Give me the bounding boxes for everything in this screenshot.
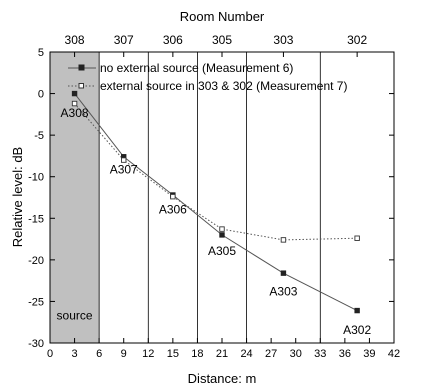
x-tick-label: 33 [314,348,326,360]
x-tick-label: 6 [96,348,102,360]
y-tick-label: -30 [28,338,44,350]
x-tick-label: 12 [142,348,154,360]
y-ticks: 5 0 -5 -10 -15 -20 -25 -30 [28,47,394,350]
room-label: 308 [65,33,85,47]
legend: no external source (Measurement 6) exter… [68,61,347,93]
series-2-point [219,226,225,232]
top-ticks [74,52,358,57]
y-axis-title: Relative level: dB [10,147,25,247]
source-region [50,52,100,343]
series-1-point [280,270,287,276]
y-tick-label: -10 [28,172,44,184]
series-2-point [121,157,127,163]
y-tick-label: -20 [28,255,44,267]
room-label: 302 [347,33,367,47]
x-tick-label: 9 [121,348,127,360]
x-tick-label: 30 [290,348,302,360]
x-ticks: 0 3 6 9 12 15 18 21 24 27 30 33 36 39 42 [47,338,400,360]
x-tick-label: 24 [240,348,252,360]
x-tick-label: 42 [388,348,400,360]
series-2-point [71,100,78,107]
y-tick-label: -5 [34,130,44,142]
x-tick-label: 39 [363,348,375,360]
series-line-1 [74,93,358,312]
room-label: 305 [212,33,232,47]
x-tick-label: 21 [216,348,228,360]
room-labels: 308 307 306 305 303 302 [65,33,368,47]
y-tick-label: -15 [28,213,44,225]
legend-label-1: no external source (Measurement 6) [100,61,293,75]
y-tick-label: 5 [38,47,44,59]
series-markers [71,90,360,314]
x-tick-label: 18 [191,348,203,360]
room-label: 303 [273,33,293,47]
series-1-point [354,307,360,314]
series-lines [74,93,358,312]
x-axis-title: Distance: m [188,371,257,386]
y-tick-label: -25 [28,296,44,308]
room-label: 306 [163,33,183,47]
series-1-point [219,232,225,238]
point-label: A303 [269,285,297,299]
x-tick-label: 0 [47,348,53,360]
legend-label-2: external source in 303 & 302 (Measuremen… [100,79,347,93]
point-label: A307 [110,162,138,176]
x-tick-label: 36 [339,348,351,360]
legend-marker-2 [78,83,84,89]
legend-item-2: external source in 303 & 302 (Measuremen… [68,79,347,93]
legend-item-1: no external source (Measurement 6) [68,61,293,75]
point-label: A302 [343,323,371,337]
y-tick-label: 0 [38,89,44,101]
point-label: A306 [159,202,187,216]
series-2-point [280,237,287,243]
point-labels: A308 A307 A306 A305 A303 A302 [61,106,372,337]
legend-marker-1 [78,64,85,71]
room-dividers [98,52,321,343]
series-line-2 [74,103,358,241]
series-1-point [71,90,78,97]
x-tick-label: 15 [167,348,179,360]
series-2-point [354,235,360,241]
x-tick-label: 27 [265,348,277,360]
series-2-point [170,193,176,200]
point-label: A308 [61,106,89,120]
room-label: 307 [114,33,134,47]
x-tick-label: 3 [72,348,78,360]
point-label: A305 [208,244,236,258]
source-label: source [57,309,93,323]
top-axis-title: Room Number [180,9,265,24]
